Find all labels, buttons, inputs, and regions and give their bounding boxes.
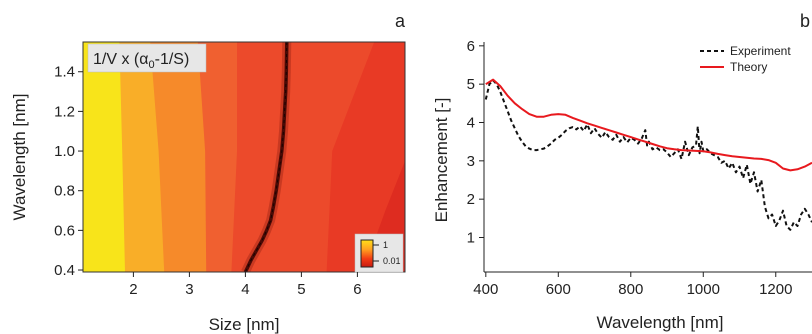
heatmap-a-ridge-series	[241, 42, 292, 272]
x-axis-b: 400 600 800 1000 1200	[473, 272, 792, 298]
y-tick-label-a-2: 0.8	[54, 183, 75, 200]
x-tick-label-b-600: 600	[546, 281, 571, 298]
y-tick-label-b-5: 5	[467, 76, 475, 93]
legend-b: Experiment Theory	[700, 44, 791, 74]
y-tick-label-a-4: 1.2	[54, 103, 75, 120]
x-tick-label-a-6: 6	[353, 281, 361, 298]
x-tick-label-a-3: 3	[185, 281, 193, 298]
y-tick-label-b-6: 6	[467, 38, 475, 55]
heatmap-a-annotation: 1/V x (α0-1/S)	[87, 43, 207, 73]
legend-label-experiment: Experiment	[730, 44, 791, 58]
heatmap-a-contours	[83, 42, 405, 272]
panel-a: a 1/V x (α0-1/S) 1 0.01 2 3 4 5 6 0.4 0.6 0.8 1…	[10, 11, 406, 334]
annotation-main: 1/V x (α	[93, 51, 148, 68]
x-axis-title-a: Size [nm]	[209, 315, 280, 334]
x-tick-label-a-4: 4	[241, 281, 249, 298]
panel-b: b Experiment Theory 400 600 800 1000 1200 1 2…	[432, 11, 812, 332]
x-tick-label-a-5: 5	[297, 281, 305, 298]
panel-a-letter: a	[395, 11, 406, 31]
y-tick-label-a-5: 1.4	[54, 64, 75, 81]
x-tick-label-b-800: 800	[618, 281, 643, 298]
panel-b-letter: b	[800, 11, 810, 31]
colorbar-label-1: 1	[383, 240, 388, 250]
colorbar: 1 0.01	[354, 233, 404, 273]
x-tick-label-b-400: 400	[473, 281, 498, 298]
series-experiment-line	[484, 79, 812, 231]
annotation-subscript: 0	[148, 59, 154, 71]
colorbar-gradient	[360, 239, 374, 268]
x-tick-label-a-2: 2	[129, 281, 137, 298]
annotation-text: 1/V x (α0-1/S)	[93, 51, 189, 71]
y-axis-a: 0.4 0.6 0.8 1.0 1.2 1.4	[54, 64, 83, 279]
series-theory-line	[485, 78, 812, 172]
x-tick-label-b-1200: 1200	[759, 281, 792, 298]
x-axis-a: 2 3 4 5 6	[129, 272, 362, 298]
y-tick-label-a-0: 0.4	[54, 262, 75, 279]
y-axis-title-a: Wavelength [nm]	[10, 94, 29, 221]
y-tick-label-a-1: 0.6	[54, 222, 75, 239]
contour-region-1	[83, 42, 125, 272]
x-axis-title-b: Wavelength [nm]	[597, 313, 724, 332]
y-axis-title-b: Enhancement [-]	[432, 98, 451, 223]
y-tick-label-b-2: 2	[467, 191, 475, 208]
y-axis-b: 1 2 3 4 5 6	[467, 38, 484, 247]
annotation-tail: -1/S)	[155, 51, 190, 68]
x-tick-label-b-1000: 1000	[687, 281, 720, 298]
y-tick-label-a-3: 1.0	[54, 143, 75, 160]
colorbar-label-2: 0.01	[383, 256, 401, 266]
plot-a-frame	[82, 41, 406, 273]
annotation-box	[87, 43, 207, 73]
y-tick-label-b-3: 3	[467, 153, 475, 170]
line-b-series	[484, 78, 812, 231]
y-tick-label-b-4: 4	[467, 115, 475, 132]
legend-label-theory: Theory	[730, 60, 767, 74]
ridge-core	[244, 42, 288, 272]
y-tick-label-b-1: 1	[467, 230, 475, 247]
